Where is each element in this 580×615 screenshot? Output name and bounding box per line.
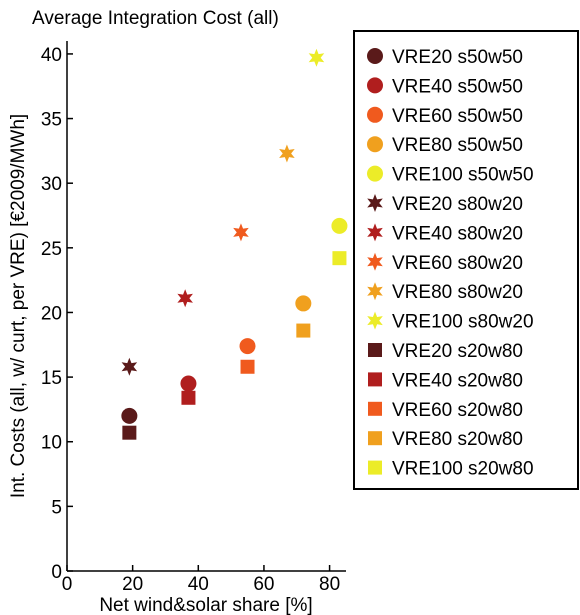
x-tick-label: 20 [122,574,143,595]
legend-marker [368,372,382,387]
data-point [239,338,256,355]
legend-item: VRE100 s80w20 [367,311,534,333]
legend-label: VRE20 s20w80 [392,341,523,362]
data-point [279,144,295,163]
legend-label: VRE20 s80w20 [392,194,523,215]
legend-item: VRE20 s80w20 [367,194,523,215]
chart-title: Average Integration Cost (all) [32,8,279,29]
legend-item: VRE80 s50w50 [367,135,523,156]
data-point [240,359,255,374]
legend-label: VRE60 s50w50 [392,106,523,127]
legend-box [353,30,579,490]
legend-marker [367,282,383,301]
legend-marker [368,460,382,475]
y-tick-label: 20 [41,303,62,324]
legend-item: VRE100 s50w50 [367,165,534,186]
data-point [332,251,347,266]
legend-marker [367,136,383,153]
legend-marker [367,223,383,242]
y-tick-label: 10 [41,433,62,454]
legend-label: VRE100 s50w50 [392,165,534,186]
data-point [181,390,196,405]
legend-item: VRE60 s50w50 [367,106,523,127]
legend-item: VRE60 s20w80 [368,400,523,421]
legend-marker [367,194,383,212]
data-point [233,223,249,242]
y-axis-label: Int. Costs (all, w/ curt, per VRE) [€200… [8,114,29,498]
data-point [121,407,138,424]
y-tick-label: 25 [41,239,62,260]
legend-item: VRE20 s50w50 [367,47,523,68]
ticks-layer: 0 20 40 60 80 0 5 10 15 20 25 30 35 40 [41,45,340,595]
y-tick-label: 0 [51,562,62,583]
x-axis-label: Net wind&solar share [%] [99,595,312,615]
x-tick-label: 80 [319,574,340,595]
legend-item: VRE20 s20w80 [368,341,523,362]
legend-marker [368,401,382,416]
legend-item: VRE40 s80w20 [367,223,523,244]
legend-label: VRE80 s50w50 [392,135,523,156]
y-tick-label: 30 [41,174,62,195]
legend-item: VRE40 s20w80 [368,370,523,391]
legend-item: VRE60 s80w20 [367,253,523,274]
data-point [180,375,197,392]
legend-label: VRE40 s20w80 [392,370,523,391]
legend-label: VRE60 s80w20 [392,253,523,274]
data-point [331,217,348,234]
legend-label: VRE80 s20w80 [392,429,523,450]
marks-layer [121,48,348,440]
legend-marker [367,48,383,64]
legend-label: VRE40 s50w50 [392,76,523,97]
legend-marker [367,77,383,94]
legend-item: VRE100 s20w80 [368,459,534,480]
legend-item: VRE80 s20w80 [368,429,523,450]
data-point [122,425,137,440]
legend-label: VRE100 s80w20 [392,312,534,333]
y-tick-label: 5 [51,497,62,518]
data-point [177,289,193,308]
data-point [296,323,311,338]
data-point [295,295,312,312]
y-tick-label: 35 [41,110,62,131]
legend-marker [368,431,382,446]
legend-marker [368,343,382,357]
legend-label: VRE60 s20w80 [392,400,523,421]
legend-marker [367,252,383,271]
x-tick-label: 0 [62,574,73,595]
legend-label: VRE40 s80w20 [392,223,523,244]
legend-marker [367,311,383,330]
data-point [308,48,325,67]
legend-label: VRE20 s50w50 [392,47,523,68]
legend-item: VRE40 s50w50 [367,76,523,97]
legend-label: VRE80 s80w20 [392,282,523,303]
legend-label: VRE100 s20w80 [392,459,534,480]
legend-item: VRE80 s80w20 [367,282,523,303]
x-tick-label: 40 [188,574,209,595]
x-tick-label: 60 [253,574,274,595]
legend-marker [367,106,383,123]
y-tick-label: 15 [41,368,62,389]
data-point [121,357,138,376]
y-tick-label: 40 [41,45,62,66]
legend-marker [367,165,383,182]
legend: VRE20 s50w50 VRE40 s50w50 VRE60 s50w50 VRE8… [367,47,534,480]
